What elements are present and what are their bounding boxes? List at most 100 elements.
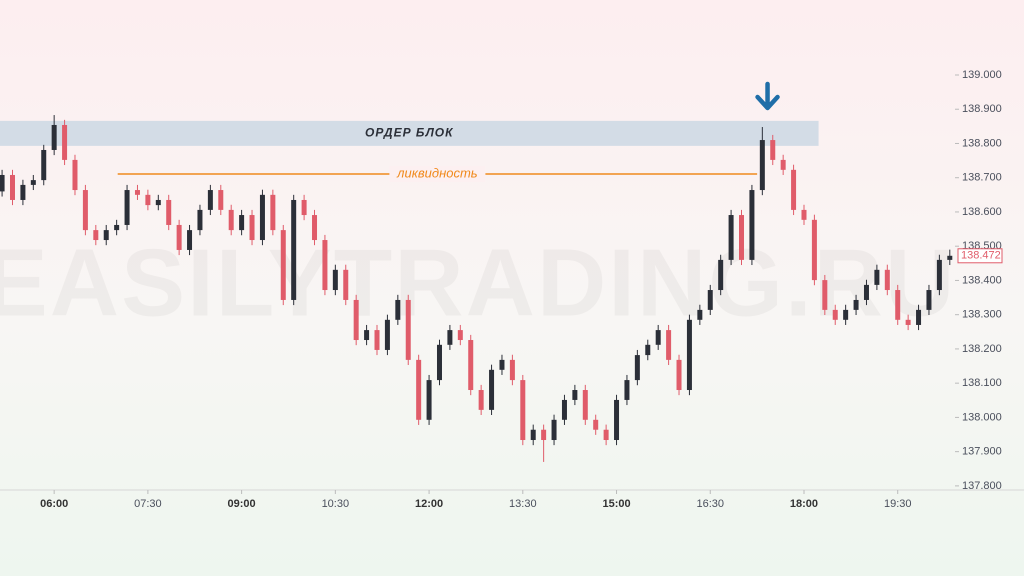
candle-body bbox=[593, 419, 599, 430]
candle-body bbox=[72, 159, 78, 191]
candle-body bbox=[395, 299, 401, 320]
candle-body bbox=[895, 290, 901, 320]
candle-body bbox=[739, 215, 745, 260]
candle-body bbox=[468, 340, 474, 391]
last-price-label: 138.472 bbox=[961, 250, 1001, 262]
x-tick-label: 09:00 bbox=[228, 498, 256, 510]
candle-body bbox=[603, 429, 609, 441]
candle-body bbox=[353, 299, 359, 341]
candle-body bbox=[530, 429, 536, 441]
candle-body bbox=[322, 240, 328, 291]
y-tick-label: 138.700 bbox=[962, 172, 1002, 184]
candle-body bbox=[384, 319, 390, 350]
candle-body bbox=[218, 190, 224, 210]
last-price-box bbox=[957, 248, 1003, 264]
candle-body bbox=[863, 284, 869, 300]
candle-body bbox=[416, 359, 422, 420]
candle-body bbox=[228, 209, 234, 231]
y-tick-label: 138.100 bbox=[962, 377, 1002, 389]
candle-body bbox=[166, 199, 172, 225]
candle-body bbox=[728, 215, 734, 260]
candle-body bbox=[551, 419, 557, 441]
candle-body bbox=[0, 174, 5, 192]
candle-body bbox=[791, 169, 797, 210]
order-block-label: ОРДЕР БЛОК bbox=[365, 126, 454, 140]
candle-body bbox=[509, 359, 515, 381]
candle-body bbox=[759, 140, 765, 191]
candle-body bbox=[936, 259, 942, 291]
candle-body bbox=[707, 290, 713, 310]
candle-body bbox=[572, 390, 578, 400]
candle-body bbox=[634, 355, 640, 381]
candle-body bbox=[51, 124, 57, 150]
candle-body bbox=[436, 344, 442, 381]
candle-body bbox=[697, 309, 703, 320]
candle-body bbox=[655, 330, 661, 345]
candle-body bbox=[187, 230, 193, 250]
candle-body bbox=[499, 359, 505, 370]
candle-body bbox=[822, 280, 828, 310]
candle-body bbox=[582, 390, 588, 420]
candle-body bbox=[82, 190, 88, 231]
x-tick-label: 18:00 bbox=[790, 498, 818, 510]
x-tick-label: 15:00 bbox=[602, 498, 630, 510]
candle-body bbox=[645, 344, 651, 356]
candle-body bbox=[770, 140, 776, 160]
candle-body bbox=[614, 399, 620, 441]
x-tick-label: 10:30 bbox=[322, 498, 350, 510]
candle-body bbox=[124, 190, 130, 225]
x-tick-label: 13:30 bbox=[509, 498, 537, 510]
candle-body bbox=[541, 429, 547, 441]
candle-body bbox=[874, 269, 880, 285]
x-tick-label: 12:00 bbox=[415, 498, 443, 510]
y-tick-label: 138.800 bbox=[962, 137, 1002, 149]
x-tick-label: 16:30 bbox=[696, 498, 724, 510]
candle-body bbox=[280, 230, 286, 300]
candle-body bbox=[884, 269, 890, 291]
candle-body bbox=[134, 190, 140, 195]
candle-body bbox=[905, 319, 911, 325]
candle-body bbox=[405, 299, 411, 360]
candle-body bbox=[93, 230, 99, 241]
candle-body bbox=[947, 255, 953, 260]
candle-body bbox=[853, 299, 859, 310]
candle-body bbox=[666, 330, 672, 360]
y-tick-label: 138.200 bbox=[962, 343, 1002, 355]
candle-body bbox=[489, 369, 495, 410]
liquidity-label: ликвидность bbox=[396, 165, 478, 180]
candle-body bbox=[718, 259, 724, 291]
candle-body bbox=[457, 330, 463, 341]
y-tick-label: 138.000 bbox=[962, 411, 1002, 423]
candle-body bbox=[811, 219, 817, 281]
candle-body bbox=[103, 230, 109, 241]
y-tick-label: 139.000 bbox=[962, 69, 1002, 81]
candle-body bbox=[374, 330, 380, 350]
x-tick-label: 06:00 bbox=[40, 498, 68, 510]
y-tick-label: 138.900 bbox=[962, 103, 1002, 115]
x-tick-label: 07:30 bbox=[134, 498, 162, 510]
candle-body bbox=[801, 209, 807, 220]
candle-body bbox=[561, 399, 567, 420]
candle-body bbox=[832, 309, 838, 320]
arrow bbox=[755, 81, 780, 111]
candle-body bbox=[20, 184, 26, 200]
candle-body bbox=[364, 330, 370, 341]
candle-body bbox=[426, 380, 432, 420]
candle-body bbox=[520, 380, 526, 441]
candle-body bbox=[749, 190, 755, 260]
candle-body bbox=[686, 319, 692, 391]
candle-body bbox=[259, 194, 265, 241]
y-tick-label: 138.300 bbox=[962, 309, 1002, 321]
candle-body bbox=[30, 180, 36, 185]
candle-body bbox=[780, 159, 786, 170]
candle-body bbox=[176, 224, 182, 250]
candle-body bbox=[676, 359, 682, 391]
candle-body bbox=[478, 390, 484, 410]
candle-body bbox=[9, 174, 15, 200]
candle-body bbox=[843, 309, 849, 320]
liquidity-label-bg bbox=[389, 165, 486, 182]
candle-body bbox=[207, 190, 213, 210]
candle-body bbox=[301, 199, 307, 216]
